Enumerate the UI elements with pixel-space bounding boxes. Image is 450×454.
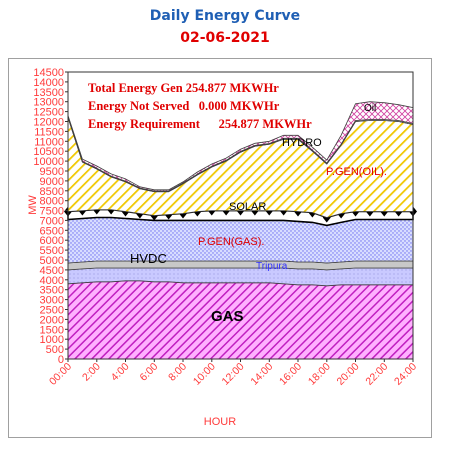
x-axis: 00:00 2:00 4:00 6:00 8:00 10:00 12:00 14:00 16:0… xyxy=(47,359,419,388)
y-tick-label: 1500 xyxy=(40,324,64,336)
label-tripura: Tripura xyxy=(256,261,288,272)
y-tick-label: 13500 xyxy=(33,87,64,99)
y-tick-label: 2000 xyxy=(40,314,64,326)
y-tick-label: 0 xyxy=(58,354,64,366)
x-tick-label: 16:00 xyxy=(277,361,304,388)
stat-energy-not-served: Energy Not Served 0.000 MKWHr xyxy=(88,99,280,113)
y-tick-label: 5000 xyxy=(40,255,64,267)
y-tick-label: 6500 xyxy=(40,225,64,237)
y-tick-label: 5500 xyxy=(40,245,64,257)
x-tick-label: 6:00 xyxy=(137,361,160,384)
label-solar: SOLAR xyxy=(229,201,266,213)
chart-frame xyxy=(8,58,432,438)
y-tick-label: 13000 xyxy=(33,97,64,109)
y-tick-label: 12500 xyxy=(33,107,64,119)
x-tick-label: 18:00 xyxy=(306,361,333,388)
y-tick-label: 7500 xyxy=(40,206,64,218)
y-tick-label: 9000 xyxy=(40,176,64,188)
label-oil: Oil xyxy=(364,103,376,114)
x-tick-label: 10:00 xyxy=(191,361,218,388)
x-tick-label: 8:00 xyxy=(166,361,189,384)
plot-border xyxy=(67,71,414,360)
label-hvdc: HVDC xyxy=(130,251,167,266)
y-tick-label: 1000 xyxy=(40,334,64,346)
series-labels: Oil HYDRO P.GEN(OIL). SOLAR P.GEN(GAS). … xyxy=(130,103,387,325)
y-tick-label: 4000 xyxy=(40,275,64,287)
label-gas: GAS xyxy=(211,308,244,325)
y-tick-label: 8000 xyxy=(40,196,64,208)
x-tick-label: 20:00 xyxy=(335,361,362,388)
y-tick-label: 14000 xyxy=(33,77,64,89)
y-tick-label: 3500 xyxy=(40,285,64,297)
label-pgen-gas: P.GEN(GAS). xyxy=(198,236,264,248)
stat-energy-requirement: Energy Requirement 254.877 MKWHr xyxy=(88,117,312,131)
y-tick-label: 8500 xyxy=(40,186,64,198)
label-hydro: HYDRO xyxy=(282,137,322,149)
y-axis-label: MW xyxy=(27,195,39,215)
x-tick-label: 00:00 xyxy=(47,361,74,388)
x-tick-label: 14:00 xyxy=(248,361,275,388)
y-tick-label: 7000 xyxy=(40,215,64,227)
y-tick-label: 6000 xyxy=(40,235,64,247)
y-tick-label: 3000 xyxy=(40,295,64,307)
y-tick-label: 4500 xyxy=(40,265,64,277)
x-tick-label: 22:00 xyxy=(363,361,390,388)
x-axis-label: HOUR xyxy=(204,416,236,428)
y-tick-label: 12000 xyxy=(33,117,64,129)
y-tick-label: 14500 xyxy=(33,67,64,79)
chart-date: 02-06-2021 xyxy=(180,30,270,46)
stat-total-energy: Total Energy Gen 254.877 MKWHr xyxy=(88,81,279,95)
chart-title: Daily Energy Curve xyxy=(149,8,301,24)
x-tick-label: 12:00 xyxy=(220,361,247,388)
y-tick-label: 10000 xyxy=(33,156,64,168)
y-tick-label: 9500 xyxy=(40,166,64,178)
x-tick-label: 2:00 xyxy=(80,361,103,384)
label-pgen-oil: P.GEN(OIL). xyxy=(326,166,387,178)
y-tick-label: 2500 xyxy=(40,305,64,317)
x-tick-label: 24:00 xyxy=(392,361,419,388)
y-tick-label: 11500 xyxy=(34,126,64,138)
y-tick-label: 11000 xyxy=(34,136,64,148)
x-tick-label: 4:00 xyxy=(109,361,132,384)
y-tick-label: 10500 xyxy=(33,146,64,158)
y-axis: 0500100015002000250030003500400045005000… xyxy=(33,67,68,366)
y-tick-label: 500 xyxy=(46,344,64,356)
